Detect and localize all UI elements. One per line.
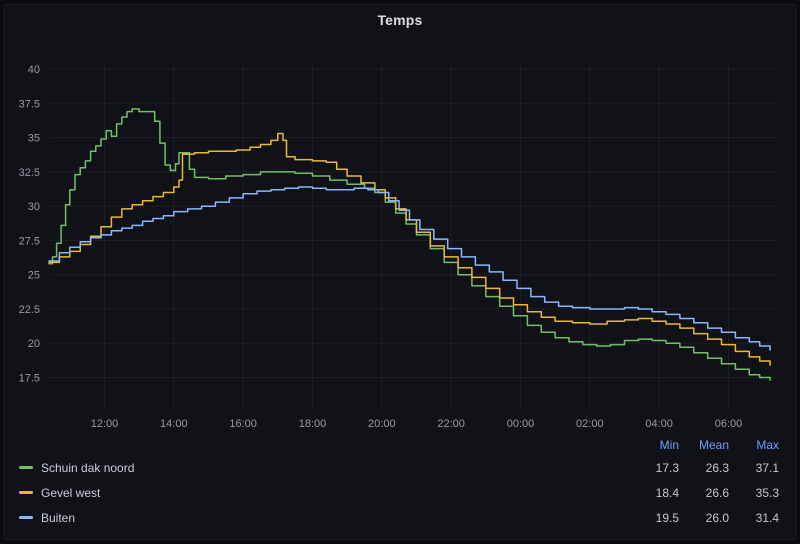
series-color-swatch: [19, 491, 33, 494]
series-line-schuin-dak-noord: [48, 108, 771, 381]
legend-item-label-area: Schuin dak noord: [19, 461, 629, 475]
series-line-buiten: [48, 186, 771, 351]
series-name[interactable]: Gevel west: [41, 485, 101, 500]
series-max-value: 31.4: [755, 510, 779, 525]
y-axis-tick-label: 20: [28, 338, 40, 350]
legend-item-schuin-dak-noord[interactable]: Schuin dak noord 17.3 26.3 37.1: [19, 455, 779, 480]
series-max-value: 37.1: [755, 460, 779, 475]
series-mean-value: 26.6: [705, 485, 729, 500]
legend-header-mean[interactable]: Mean: [698, 438, 729, 452]
y-axis-tick-label: 25: [28, 270, 40, 282]
x-axis-tick-label: 18:00: [299, 418, 327, 430]
panel-title[interactable]: Temps: [377, 12, 423, 28]
y-axis-tick-label: 27.5: [19, 235, 40, 247]
series-color-swatch: [19, 516, 33, 519]
legend-item-label-area: Gevel west: [19, 486, 629, 500]
y-axis-tick-label: 32.5: [19, 167, 40, 179]
series-name[interactable]: Buiten: [41, 510, 76, 525]
legend-item-buiten[interactable]: Buiten 19.5 26.0 31.4: [19, 505, 779, 530]
legend-item-label-area: Buiten: [19, 511, 629, 525]
legend-header-max[interactable]: Max: [756, 438, 779, 452]
series-line-gevel-west: [48, 132, 771, 366]
series-min-value: 17.3: [655, 460, 679, 475]
y-axis-tick-label: 35: [28, 133, 40, 145]
series-mean-value: 26.3: [705, 460, 729, 475]
x-axis-tick-label: 22:00: [437, 418, 465, 430]
legend-header-min[interactable]: Min: [659, 438, 679, 452]
series-name[interactable]: Schuin dak noord: [41, 460, 135, 475]
legend-item-gevel-west[interactable]: Gevel west 18.4 26.6 35.3: [19, 480, 779, 505]
panel-header[interactable]: Temps: [5, 5, 795, 35]
legend-header-row: Min Mean Max: [19, 435, 779, 455]
x-axis-tick-label: 14:00: [160, 418, 188, 430]
series-max-value: 35.3: [755, 485, 779, 500]
y-axis-tick-label: 22.5: [19, 304, 40, 316]
x-axis-tick-label: 00:00: [507, 418, 535, 430]
grafana-panel: Temps 17.5 20 22.5 25 27.5 30 32.5 35 37.5 40 12:0…: [4, 4, 796, 540]
series-min-value: 18.4: [655, 485, 679, 500]
legend: Min Mean Max Schuin dak noord 17.3 26.3 …: [5, 433, 795, 539]
series-mean-value: 26.0: [705, 510, 729, 525]
time-series-chart[interactable]: 17.5 20 22.5 25 27.5 30 32.5 35 37.5 40 12:00 14:00…: [5, 35, 795, 433]
x-axis-tick-label: 04:00: [645, 418, 673, 430]
x-axis-tick-label: 16:00: [229, 418, 257, 430]
y-axis-tick-label: 37.5: [19, 98, 40, 110]
x-axis-tick-label: 12:00: [91, 418, 119, 430]
x-axis-tick-label: 06:00: [715, 418, 743, 430]
y-axis-tick-label: 30: [28, 201, 40, 213]
x-axis-tick-label: 02:00: [576, 418, 604, 430]
x-axis-tick-label: 20:00: [368, 418, 396, 430]
y-axis-tick-label: 40: [28, 64, 40, 76]
series-color-swatch: [19, 466, 33, 469]
series-min-value: 19.5: [655, 510, 679, 525]
y-axis-tick-label: 17.5: [19, 373, 40, 385]
